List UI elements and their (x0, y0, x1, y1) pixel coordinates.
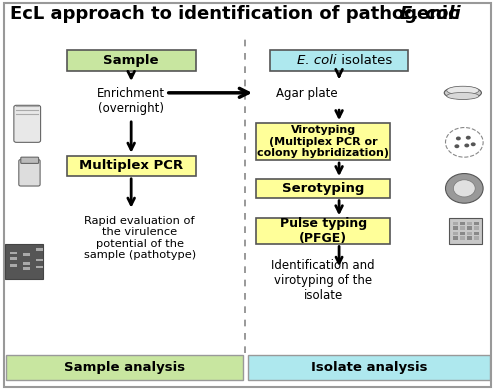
Bar (467, 226, 472, 230)
Bar (10, 257, 17, 260)
Text: Multiplex PCR: Multiplex PCR (79, 159, 183, 172)
Bar (10, 264, 17, 267)
Bar (6, 355, 243, 380)
Bar (449, 218, 482, 244)
Bar (453, 232, 458, 235)
Text: Rapid evaluation of
the virulence
potential of the
sample (pathotype): Rapid evaluation of the virulence potent… (84, 216, 196, 260)
FancyBboxPatch shape (67, 50, 196, 71)
Bar (10, 252, 17, 254)
Text: Sample: Sample (103, 54, 159, 67)
FancyBboxPatch shape (14, 105, 41, 142)
FancyBboxPatch shape (21, 157, 39, 163)
Text: Serotyping: Serotyping (282, 182, 364, 195)
Bar (453, 236, 458, 240)
Bar (467, 236, 472, 240)
Text: Virotyping
(Multiplex PCR or
colony hybridization): Virotyping (Multiplex PCR or colony hybr… (257, 125, 389, 158)
Bar (23, 262, 30, 265)
Ellipse shape (447, 86, 479, 95)
Bar (23, 268, 30, 270)
FancyBboxPatch shape (270, 50, 408, 71)
Text: EcL approach to identification of pathogenic: EcL approach to identification of pathog… (10, 5, 465, 23)
Bar (467, 232, 472, 235)
FancyBboxPatch shape (256, 179, 390, 198)
Text: isolates: isolates (337, 54, 392, 67)
Bar (467, 222, 472, 225)
Circle shape (446, 174, 483, 203)
Bar (460, 222, 465, 225)
Text: Enrichment
(overnight): Enrichment (overnight) (97, 87, 165, 115)
FancyBboxPatch shape (67, 156, 196, 176)
Text: E. coli: E. coli (400, 5, 460, 23)
Circle shape (453, 180, 475, 197)
Bar (460, 226, 465, 230)
Text: Identification and
virotyping of the
isolate: Identification and virotyping of the iso… (271, 259, 375, 302)
Ellipse shape (445, 87, 482, 99)
Bar (460, 236, 465, 240)
Bar (474, 226, 479, 230)
Ellipse shape (447, 92, 479, 99)
Bar (460, 232, 465, 235)
FancyBboxPatch shape (19, 160, 40, 186)
Bar (453, 222, 458, 225)
Bar (474, 236, 479, 240)
Circle shape (464, 144, 469, 147)
Text: E. coli: E. coli (297, 54, 337, 67)
Bar (474, 232, 479, 235)
Text: Agar plate: Agar plate (276, 87, 338, 100)
Circle shape (466, 136, 471, 140)
Bar (474, 222, 479, 225)
Text: Pulse typing
(PFGE): Pulse typing (PFGE) (280, 217, 367, 245)
Bar (36, 266, 43, 268)
Text: Isolate analysis: Isolate analysis (310, 361, 427, 374)
Bar (5, 244, 43, 279)
Circle shape (471, 142, 476, 146)
Circle shape (456, 136, 461, 140)
Bar (453, 226, 458, 230)
Bar (36, 248, 43, 251)
Text: Sample analysis: Sample analysis (64, 361, 185, 374)
Bar (36, 259, 43, 261)
FancyBboxPatch shape (256, 123, 390, 160)
Bar (23, 254, 30, 256)
Circle shape (446, 128, 483, 157)
Circle shape (454, 144, 459, 148)
FancyBboxPatch shape (256, 218, 390, 243)
Bar (248, 355, 490, 380)
